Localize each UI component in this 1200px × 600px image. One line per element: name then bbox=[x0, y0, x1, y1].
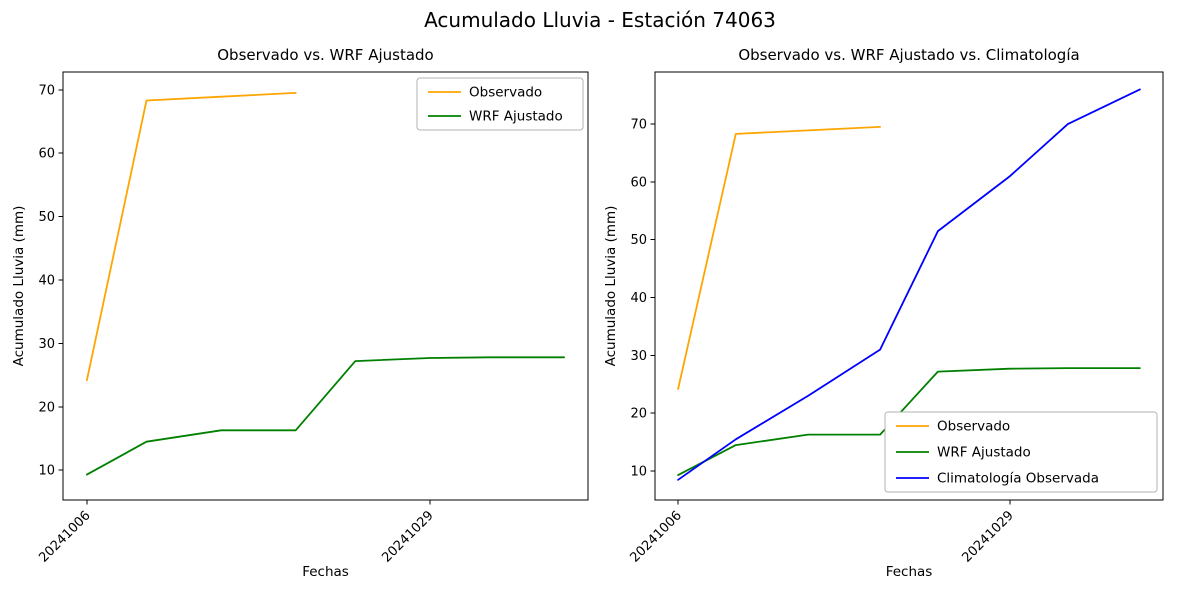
legend-label: WRF Ajustado bbox=[937, 445, 1031, 461]
y-tick-label: 30 bbox=[38, 337, 55, 352]
y-tick-label: 60 bbox=[630, 175, 647, 190]
legend: Observado WRF Ajustado Climatología Observ… bbox=[884, 411, 1158, 493]
legend-entry-observado: Observado bbox=[896, 419, 1010, 435]
x-axis-label: Fechas bbox=[886, 564, 933, 580]
x-tick-label: 20241029 bbox=[959, 508, 1016, 565]
y-tick-label: 20 bbox=[38, 400, 55, 415]
y-tick-label: 10 bbox=[630, 465, 647, 480]
x-axis-label: Fechas bbox=[302, 564, 349, 580]
line-observado bbox=[677, 126, 882, 390]
legend-label: Observado bbox=[469, 85, 542, 101]
legend-entry-wrf-ajustado: WRF Ajustado bbox=[428, 109, 563, 125]
figure-title: Acumulado Lluvia - Estación 74063 bbox=[424, 8, 776, 32]
legend-label: WRF Ajustado bbox=[469, 109, 563, 125]
y-tick-label: 10 bbox=[38, 464, 55, 479]
legend-box bbox=[884, 411, 1158, 493]
legend-entry-wrf-ajustado: WRF Ajustado bbox=[896, 445, 1031, 461]
legend-entry-observado: Observado bbox=[428, 85, 542, 101]
y-tick-label: 40 bbox=[630, 291, 647, 306]
y-tick-label: 70 bbox=[38, 83, 55, 98]
line-observado bbox=[86, 92, 297, 382]
axes-frame bbox=[654, 71, 1164, 501]
y-tick-label: 50 bbox=[630, 233, 647, 248]
x-tick-label: 20241006 bbox=[36, 508, 93, 565]
y-axis-label: Acumulado Lluvia (mm) bbox=[603, 206, 619, 367]
chart-observado-vs-wrf: 10 20 30 40 50 60 70 20241006 20241029 Observado … bbox=[11, 46, 589, 580]
y-tick-label: 70 bbox=[630, 118, 647, 133]
legend-label: Climatología Observada bbox=[937, 471, 1099, 487]
line-wrf-ajustado bbox=[86, 356, 565, 476]
y-tick-label: 20 bbox=[630, 407, 647, 422]
x-tick-label: 20241029 bbox=[379, 508, 436, 565]
y-tick-label: 30 bbox=[630, 349, 647, 364]
legend-entry-climatologia-observada: Climatología Observada bbox=[896, 471, 1099, 487]
axes-frame bbox=[62, 71, 589, 501]
chart-title: Observado vs. WRF Ajustado bbox=[217, 46, 433, 64]
x-tick-label: 20241006 bbox=[628, 508, 685, 565]
y-tick-label: 40 bbox=[38, 273, 55, 288]
y-tick-label: 60 bbox=[38, 147, 55, 162]
legend-label: Observado bbox=[937, 419, 1010, 435]
y-tick-label: 50 bbox=[38, 210, 55, 225]
legend: Observado WRF Ajustado bbox=[416, 77, 584, 131]
y-axis-label: Acumulado Lluvia (mm) bbox=[11, 206, 27, 367]
chart-observado-vs-wrf-vs-climatologia: 10 20 30 40 50 60 70 20241006 20241029 Observado … bbox=[603, 46, 1164, 580]
chart-title: Observado vs. WRF Ajustado vs. Climatolo… bbox=[738, 46, 1079, 64]
line-wrf-ajustado bbox=[677, 367, 1141, 477]
legend-box bbox=[416, 77, 584, 131]
line-climatologia-observada bbox=[677, 88, 1141, 481]
